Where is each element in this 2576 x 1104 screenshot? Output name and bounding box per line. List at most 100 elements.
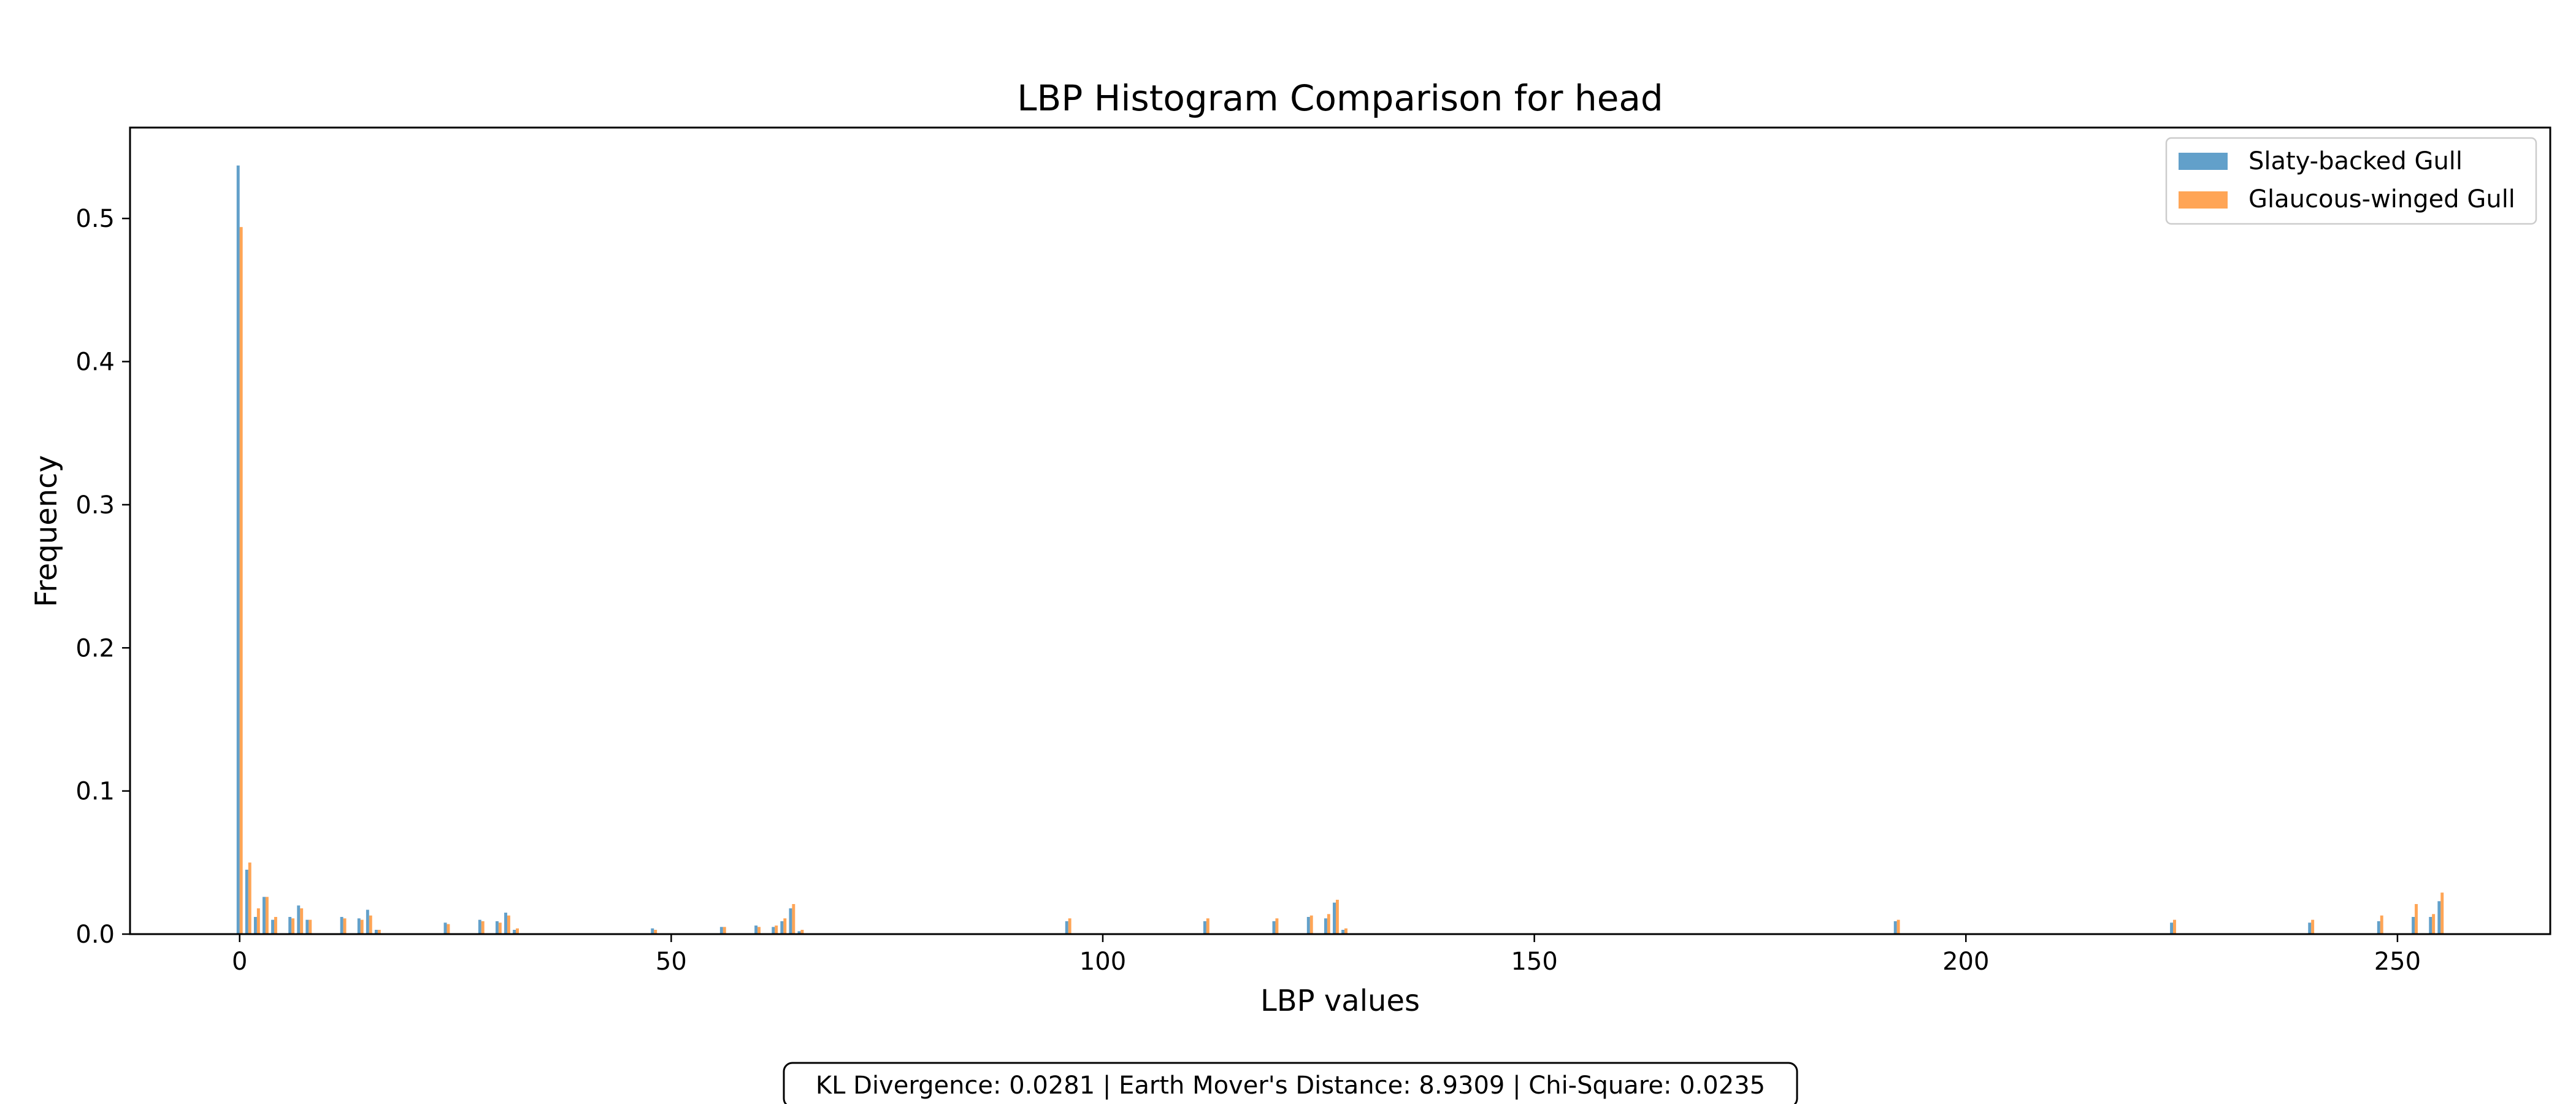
- bar-slaty-backed-gull-8: [305, 919, 309, 934]
- bar-slaty-backed-gull-124: [1306, 917, 1310, 934]
- y-tick-label-0.1: 0.1: [75, 778, 115, 806]
- bar-slaty-backed-gull-1: [245, 869, 248, 934]
- bar-slaty-backed-gull-28: [478, 919, 481, 934]
- bar-slaty-backed-gull-248: [2377, 921, 2380, 934]
- ticks-layer: 0 50 100 150 200 250 0.0 0.1 0.2 0.3 0.4 0.5: [75, 205, 2421, 976]
- x-tick-label-150: 150: [1511, 948, 1557, 976]
- bar-glaucous-winged-gull-12: [343, 918, 347, 934]
- y-tick-label-0.4: 0.4: [75, 348, 115, 377]
- bar-glaucous-winged-gull-15: [369, 915, 372, 934]
- bar-glaucous-winged-gull-2: [256, 908, 260, 934]
- bar-slaty-backed-gull-63: [780, 921, 784, 934]
- bar-glaucous-winged-gull-96: [1068, 918, 1071, 934]
- bar-slaty-backed-gull-7: [297, 905, 301, 934]
- x-axis-label: LBP values: [1260, 984, 1420, 1018]
- bar-slaty-backed-gull-252: [2412, 917, 2415, 934]
- chart-title: LBP Histogram Comparison for head: [1017, 77, 1663, 119]
- bars-layer: [236, 165, 2444, 935]
- metrics-text: KL Divergence: 0.0281 | Earth Mover's Di…: [816, 1071, 1765, 1100]
- bar-glaucous-winged-gull-126: [1327, 914, 1330, 934]
- bar-glaucous-winged-gull-56: [723, 927, 726, 934]
- bar-slaty-backed-gull-12: [340, 917, 343, 934]
- x-tick-label-0: 0: [232, 948, 247, 976]
- bar-glaucous-winged-gull-16: [377, 930, 381, 934]
- bar-slaty-backed-gull-62: [772, 927, 775, 934]
- bar-slaty-backed-gull-254: [2429, 917, 2432, 934]
- legend-swatch-slaty-backed-gull: [2179, 153, 2228, 170]
- bar-glaucous-winged-gull-224: [2173, 919, 2176, 934]
- bar-slaty-backed-gull-6: [288, 917, 292, 934]
- bar-glaucous-winged-gull-1: [248, 862, 251, 934]
- bar-slaty-backed-gull-15: [366, 910, 369, 934]
- metrics-box-frame: [783, 1062, 1798, 1104]
- bar-glaucous-winged-gull-24: [447, 924, 450, 934]
- bar-slaty-backed-gull-240: [2308, 922, 2312, 934]
- y-axis-label: Frequency: [29, 455, 64, 607]
- metrics-box: KL Divergence: 0.0281 | Earth Mover's Di…: [783, 1062, 1798, 1104]
- bar-slaty-backed-gull-120: [1272, 921, 1276, 934]
- bar-glaucous-winged-gull-255: [2440, 892, 2444, 934]
- y-tick-label-0.5: 0.5: [75, 205, 115, 233]
- bar-slaty-backed-gull-112: [1203, 921, 1206, 934]
- bar-slaty-backed-gull-31: [504, 913, 507, 934]
- bar-glaucous-winged-gull-240: [2311, 919, 2315, 934]
- bar-slaty-backed-gull-65: [797, 931, 801, 934]
- bar-glaucous-winged-gull-14: [360, 919, 364, 934]
- bar-glaucous-winged-gull-254: [2432, 914, 2436, 934]
- x-tick-label-100: 100: [1079, 948, 1126, 976]
- bar-slaty-backed-gull-255: [2437, 901, 2441, 934]
- bar-slaty-backed-gull-56: [719, 927, 723, 934]
- bar-glaucous-winged-gull-3: [265, 897, 269, 934]
- legend-frame: [2165, 137, 2537, 225]
- bar-slaty-backed-gull-128: [1341, 930, 1345, 934]
- bar-glaucous-winged-gull-31: [507, 915, 510, 934]
- bar-slaty-backed-gull-32: [513, 930, 516, 934]
- x-tick-label-50: 50: [656, 948, 687, 976]
- legend-swatch-glaucous-winged-gull: [2179, 191, 2228, 209]
- bar-glaucous-winged-gull-32: [516, 928, 519, 934]
- x-tick-label-200: 200: [1942, 948, 1989, 976]
- bar-glaucous-winged-gull-127: [1335, 899, 1339, 934]
- bar-glaucous-winged-gull-7: [300, 908, 304, 934]
- bar-glaucous-winged-gull-128: [1344, 928, 1347, 934]
- y-tick-label-0.3: 0.3: [75, 491, 115, 519]
- bar-slaty-backed-gull-224: [2170, 922, 2174, 934]
- bar-glaucous-winged-gull-65: [800, 930, 804, 934]
- bar-glaucous-winged-gull-124: [1309, 915, 1313, 934]
- bar-glaucous-winged-gull-62: [775, 926, 778, 934]
- bar-slaty-backed-gull-3: [263, 897, 266, 934]
- legend-label-slaty-backed-gull: Slaty-backed Gull: [2248, 147, 2463, 175]
- bar-glaucous-winged-gull-0: [239, 227, 243, 935]
- bar-glaucous-winged-gull-112: [1206, 918, 1209, 934]
- legend-label-glaucous-winged-gull: Glaucous-winged Gull: [2248, 185, 2515, 213]
- bar-glaucous-winged-gull-6: [291, 918, 295, 934]
- bar-slaty-backed-gull-126: [1324, 918, 1327, 934]
- bar-glaucous-winged-gull-120: [1275, 918, 1279, 934]
- bar-glaucous-winged-gull-48: [654, 930, 657, 934]
- bar-slaty-backed-gull-4: [271, 919, 275, 934]
- bar-glaucous-winged-gull-4: [274, 917, 277, 934]
- bar-glaucous-winged-gull-192: [1896, 919, 1900, 934]
- bar-slaty-backed-gull-16: [374, 930, 378, 934]
- bar-slaty-backed-gull-0: [236, 165, 240, 935]
- bar-slaty-backed-gull-2: [253, 917, 257, 934]
- bar-glaucous-winged-gull-64: [792, 903, 795, 934]
- bar-slaty-backed-gull-30: [495, 921, 499, 934]
- bar-slaty-backed-gull-127: [1333, 902, 1336, 934]
- bar-glaucous-winged-gull-248: [2380, 915, 2383, 934]
- bar-slaty-backed-gull-48: [651, 928, 654, 934]
- bar-glaucous-winged-gull-8: [309, 919, 312, 934]
- bar-glaucous-winged-gull-28: [481, 921, 485, 934]
- bar-glaucous-winged-gull-60: [757, 927, 761, 934]
- bar-glaucous-winged-gull-252: [2415, 903, 2418, 934]
- plot-frame: [129, 126, 2551, 935]
- bar-slaty-backed-gull-24: [443, 922, 447, 934]
- bar-slaty-backed-gull-14: [357, 918, 361, 934]
- bar-slaty-backed-gull-64: [789, 908, 792, 934]
- legend: Slaty-backed Gull Glaucous-winged Gull: [2165, 137, 2537, 225]
- y-tick-label-0.2: 0.2: [75, 634, 115, 662]
- bar-glaucous-winged-gull-63: [783, 918, 787, 934]
- bar-slaty-backed-gull-192: [1893, 921, 1897, 934]
- bar-slaty-backed-gull-96: [1065, 921, 1068, 934]
